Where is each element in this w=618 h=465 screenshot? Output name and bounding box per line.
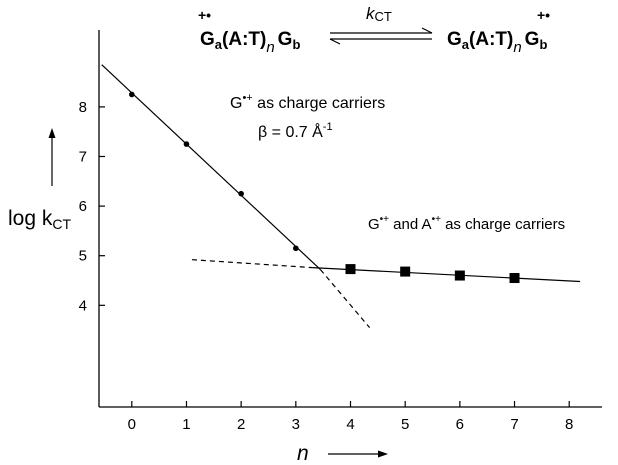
reactant-label: Ga(A:T)n Gb: [200, 29, 300, 56]
data-point-circle: [293, 245, 299, 252]
x-tick-label: 2: [237, 416, 245, 433]
radical-mark-left: +•: [198, 7, 211, 23]
fit-line-dashed: [319, 269, 371, 329]
x-tick-label: 7: [510, 416, 518, 433]
data-point-square: [400, 266, 411, 277]
markers: [129, 91, 520, 284]
fit-lines: [101, 64, 581, 329]
annotation-ga-carriers: G•+ and A•+ as charge carriers: [368, 214, 565, 233]
data-point-square: [454, 270, 465, 281]
annotation-g-carriers: G•+ as charge carriers: [230, 92, 385, 112]
reverse-arrowhead: [329, 38, 341, 45]
y-tick-label: 6: [79, 198, 87, 215]
y-tick-label: 8: [79, 99, 87, 116]
data-point-circle: [129, 91, 135, 98]
x-tick-label: 1: [182, 416, 190, 433]
fit-line-solid: [312, 267, 581, 283]
x-axis-arrowhead: [378, 450, 388, 458]
x-tick-label: 4: [346, 416, 354, 433]
x-axis-label: n: [297, 442, 309, 465]
data-point-square: [345, 264, 356, 275]
x-tick-label: 8: [565, 416, 573, 433]
rate-constant-label: kCT: [366, 4, 392, 24]
x-tick-label: 0: [128, 416, 136, 433]
reaction-scheme: +• Ga(A:T)n Gb kCT Ga(A:T)n Gb +•: [198, 4, 550, 56]
data-point-circle: [238, 190, 244, 197]
data-point-circle: [183, 141, 190, 147]
x-tick-label: 5: [401, 416, 409, 433]
forward-arrowhead: [421, 27, 433, 34]
fit-line-dashed: [191, 259, 313, 269]
x-tick-label: 3: [292, 416, 300, 433]
annotation-beta: β = 0.7 Å-1: [258, 121, 333, 141]
y-tick-label: 4: [79, 297, 87, 314]
y-axis-label: log kCT: [8, 207, 71, 232]
y-tick-label: 5: [79, 248, 87, 265]
ticks: 0 1 2 3 4 5 6 7 8 4 5 6 7 8: [79, 99, 574, 433]
y-axis-arrowhead: [48, 128, 56, 138]
x-tick-label: 6: [456, 416, 464, 433]
data-point-square: [509, 273, 520, 284]
fit-line-solid: [101, 64, 321, 271]
radical-mark-right: +•: [537, 7, 550, 23]
product-label: Ga(A:T)n Gb: [447, 29, 547, 56]
y-tick-label: 7: [79, 148, 87, 165]
